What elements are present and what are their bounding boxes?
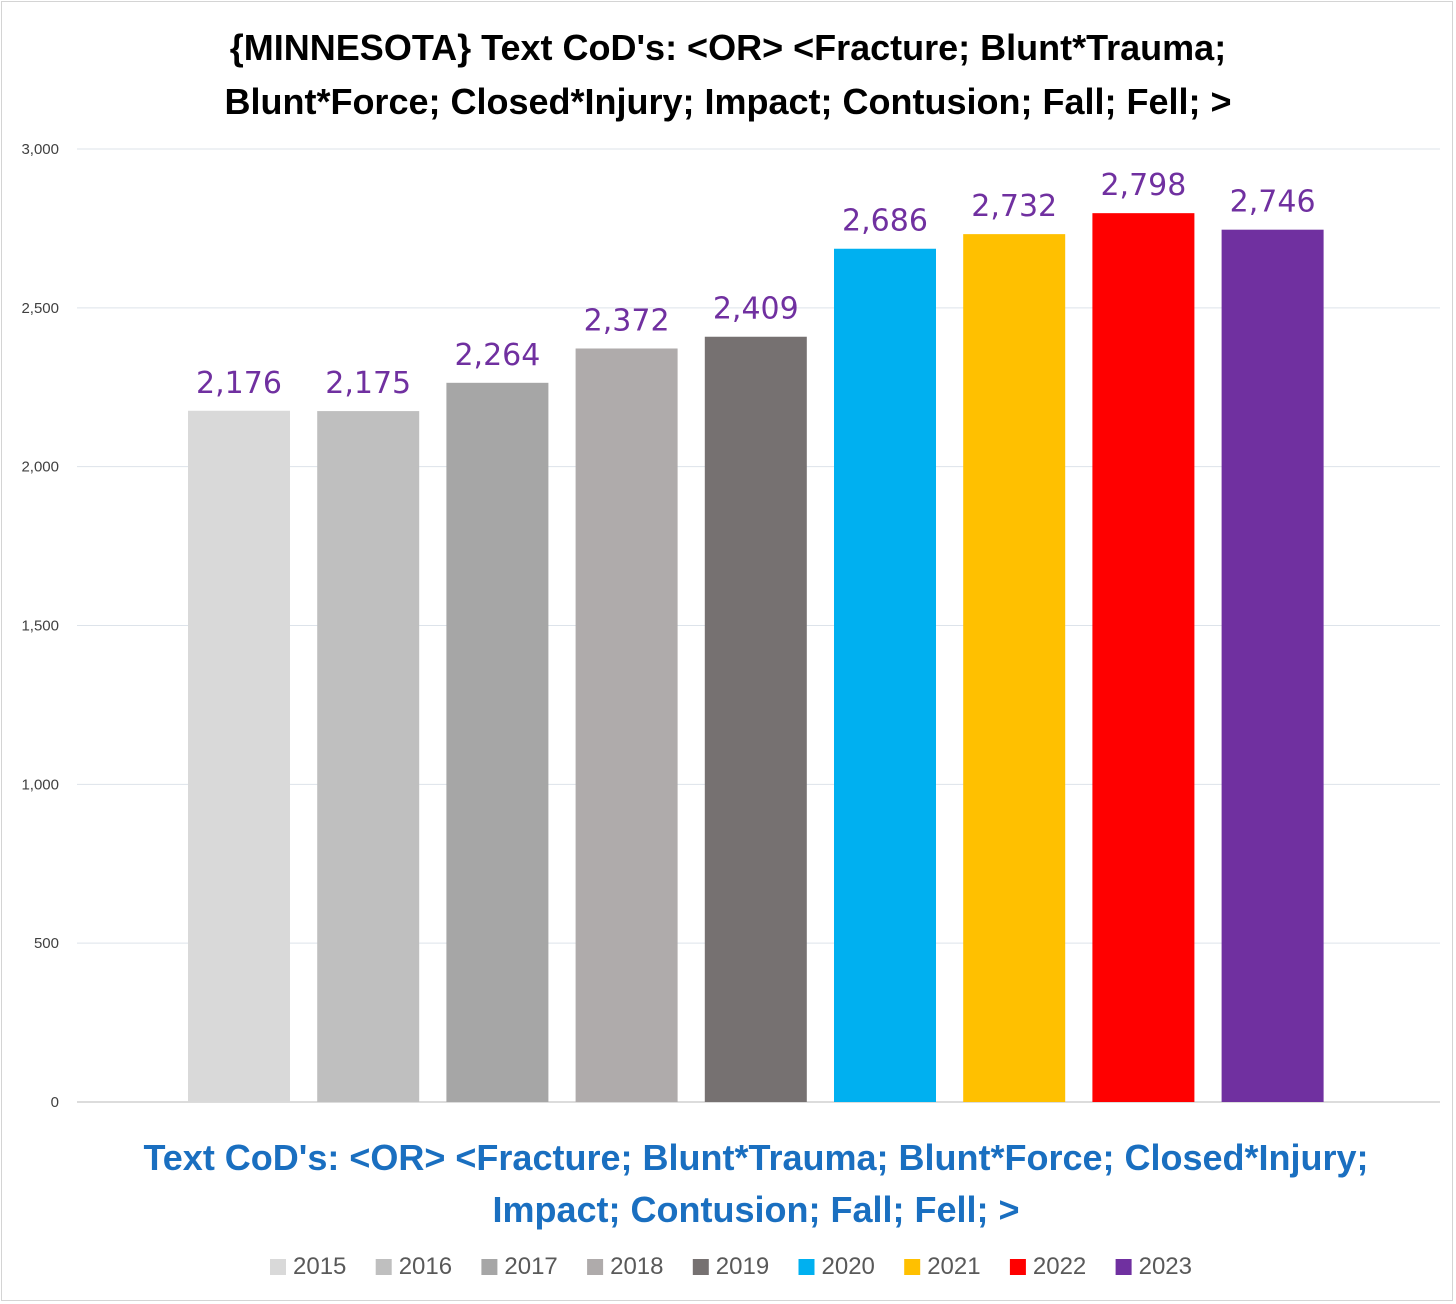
- data-label-2016: 2,175: [325, 366, 411, 401]
- data-label-2023: 2,746: [1230, 185, 1316, 220]
- legend-label-2022: 2022: [1033, 1253, 1086, 1280]
- legend-swatch-2020: [798, 1259, 815, 1275]
- bar-2022: [1092, 213, 1195, 1102]
- bar-2023: [1221, 229, 1324, 1103]
- legend-swatch-2019: [692, 1259, 709, 1275]
- legend-label-2015: 2015: [293, 1253, 346, 1280]
- chart-title-line-2: Blunt*Force; Closed*Injury; Impact; Cont…: [224, 81, 1231, 122]
- data-label-2018: 2,372: [584, 303, 670, 338]
- bar-2020: [834, 248, 936, 1103]
- y-tick-label: 1,500: [21, 618, 59, 635]
- x-axis-title-line-2: Impact; Contusion; Fall; Fell; >: [492, 1189, 1019, 1230]
- y-tick-label: 0: [51, 1094, 59, 1111]
- y-tick-label: 2,500: [21, 300, 59, 317]
- legend-label-2016: 2016: [399, 1253, 452, 1280]
- bar-2016: [317, 411, 420, 1102]
- legend-label-2023: 2023: [1139, 1253, 1192, 1280]
- y-tick-label: 2,000: [21, 459, 59, 476]
- bar-2018: [575, 348, 678, 1103]
- bar-2017: [446, 382, 549, 1102]
- data-labels: 2,176 2,175 2,264 2,372 2,409 2,686 2,732 2,798…: [196, 168, 1315, 401]
- legend-label-2020: 2020: [822, 1253, 875, 1280]
- gridlines: [77, 148, 1440, 944]
- y-tick-label: 1,000: [21, 776, 59, 793]
- legend-label-2019: 2019: [716, 1253, 769, 1280]
- legend-swatch-2021: [904, 1259, 921, 1275]
- chart-title-line-1: {MINNESOTA} Text CoD's: <OR> <Fracture; …: [230, 27, 1226, 68]
- data-label-2021: 2,732: [971, 189, 1057, 224]
- legend-swatch-2016: [375, 1259, 392, 1275]
- y-axis-ticks: 0 500 1,000 1,500 2,000 2,500 3,000: [21, 141, 59, 1111]
- data-label-2022: 2,798: [1100, 168, 1186, 203]
- legend-label-2018: 2018: [610, 1253, 663, 1280]
- data-label-2020: 2,686: [842, 204, 928, 239]
- legend-label-2021: 2021: [927, 1253, 980, 1280]
- data-label-2015: 2,176: [196, 366, 282, 401]
- legend: 2015 2016 2017 2018 2019 2020 2021 2022 2023: [270, 1253, 1192, 1280]
- bar-2015: [188, 410, 290, 1102]
- bars: [188, 213, 1324, 1103]
- y-tick-label: 3,000: [21, 141, 59, 158]
- x-axis-title-line-1: Text CoD's: <OR> <Fracture; Blunt*Trauma…: [143, 1137, 1368, 1178]
- legend-swatch-2017: [481, 1259, 498, 1275]
- data-label-2017: 2,264: [454, 338, 540, 373]
- y-tick-label: 500: [34, 935, 59, 952]
- legend-swatch-2015: [270, 1259, 286, 1275]
- legend-swatch-2023: [1115, 1259, 1132, 1275]
- bar-2019: [704, 336, 807, 1103]
- legend-label-2017: 2017: [504, 1253, 557, 1280]
- legend-swatch-2018: [587, 1259, 604, 1275]
- bar-2021: [963, 234, 1066, 1103]
- legend-swatch-2022: [1009, 1259, 1026, 1275]
- data-label-2019: 2,409: [713, 292, 799, 327]
